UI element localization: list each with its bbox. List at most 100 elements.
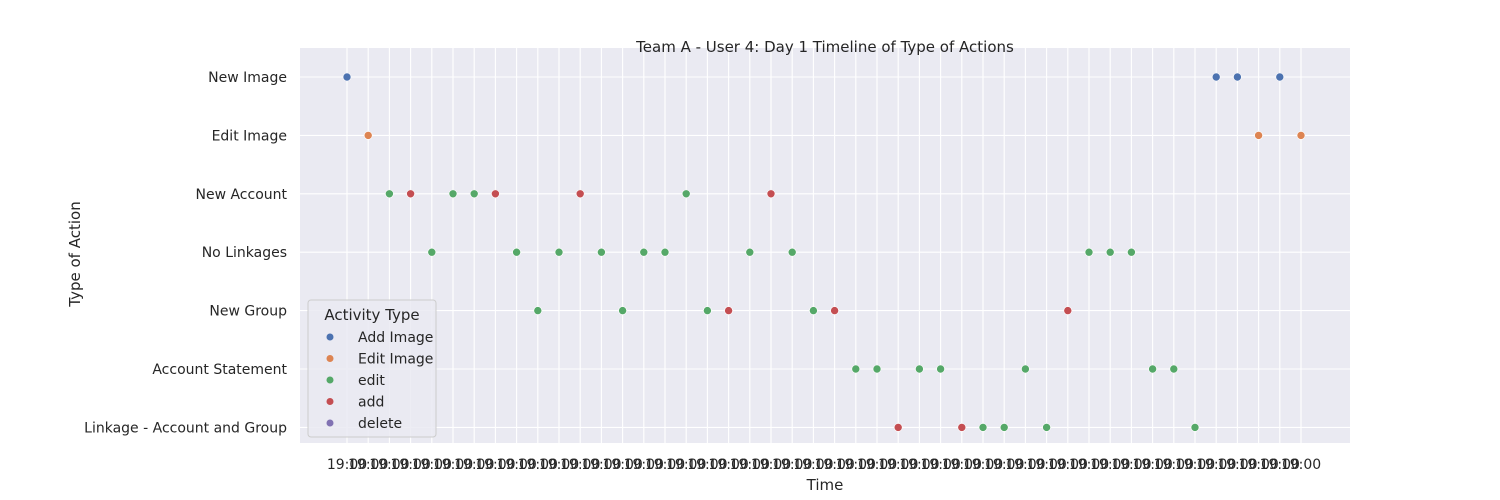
x-tick-label: 19:00 (454, 457, 494, 473)
data-point (872, 364, 882, 374)
x-tick-label: 19:00 (1175, 457, 1215, 473)
data-point (660, 247, 670, 257)
x-tick-label: 19:00 (624, 457, 664, 473)
x-tick-label: 19:00 (602, 457, 642, 473)
x-tick-label: 19:00 (1238, 457, 1278, 473)
data-point (1211, 72, 1221, 82)
y-tick-label: Edit Image (212, 128, 287, 144)
x-tick-label: 19:00 (475, 457, 515, 473)
legend-marker (326, 333, 334, 341)
y-tick-labels: New Image Edit Image New Account No Linkage… (84, 70, 287, 436)
y-axis-label: Type of Action (66, 201, 84, 307)
x-tick-label: 19:00 (1196, 457, 1236, 473)
x-tick-label: 19:00 (772, 457, 812, 473)
data-point (385, 189, 394, 199)
data-point (1084, 247, 1094, 257)
x-tick-label: 19:00 (920, 457, 960, 473)
data-point (893, 423, 903, 432)
x-tick-label: 19:00 (1005, 457, 1045, 473)
x-tick-label: 19:00 (1217, 457, 1257, 473)
data-point (427, 247, 437, 257)
data-point (978, 423, 988, 432)
data-point (491, 189, 500, 199)
data-point (1063, 306, 1073, 315)
data-point (1275, 72, 1285, 82)
legend-box (307, 299, 437, 438)
x-tick-label: 19:00 (793, 457, 833, 473)
data-point (915, 364, 924, 374)
data-point (363, 131, 373, 140)
x-tick-label: 19:00 (560, 457, 600, 473)
data-point (957, 423, 967, 432)
x-tick-label: 19:00 (518, 457, 558, 473)
legend-marker (326, 398, 334, 405)
data-point (851, 364, 861, 374)
legend-marker (326, 419, 334, 427)
x-tick-label: 19:00 (1260, 457, 1300, 473)
data-point (787, 247, 797, 257)
data-point (1105, 247, 1115, 257)
x-tick-label: 19:00 (581, 457, 621, 473)
data-point (766, 189, 776, 199)
y-tick-label: New Group (209, 304, 287, 320)
data-point (342, 72, 352, 82)
x-tick-label: 19:00 (1154, 457, 1194, 473)
plot-background (300, 48, 1350, 443)
y-tick-label: Account Statement (152, 362, 287, 378)
x-tick-label: 19:00 (857, 457, 897, 473)
x-tick-label: 19:00 (730, 457, 770, 473)
x-tick-label: 19:00 (708, 457, 748, 473)
legend-entry: edit (358, 373, 385, 389)
data-point (639, 247, 649, 257)
x-tick-label: 19:00 (1090, 457, 1130, 473)
grid-lines (300, 48, 1350, 443)
x-tick-label: 19:00 (1281, 457, 1321, 473)
data-point (618, 306, 627, 315)
y-tick-label: Linkage - Account and Group (84, 420, 287, 436)
x-tick-labels: 19:0019:0019:0019:0019:0019:0019:0019:00… (327, 457, 1321, 473)
x-tick-label: 19:00 (899, 457, 939, 473)
x-tick-label: 19:00 (814, 457, 854, 473)
x-tick-label: 19:00 (433, 457, 473, 473)
data-point (936, 364, 945, 374)
legend-entry: Edit Image (358, 352, 433, 368)
legend-marker (326, 376, 334, 384)
legend-entry: Add Image (358, 330, 433, 346)
data-point (597, 247, 606, 257)
data-point (1233, 72, 1242, 82)
legend: Activity Type Add Image Edit Image edit add… (307, 299, 437, 438)
data-point (533, 306, 543, 315)
x-tick-label: 19:00 (942, 457, 982, 473)
data-point (1190, 423, 1200, 432)
x-tick-label: 19:00 (1069, 457, 1109, 473)
y-tick-label: No Linkages (202, 245, 287, 261)
data-point (469, 189, 479, 199)
data-point (406, 189, 415, 199)
data-point (724, 306, 733, 315)
x-tick-label: 19:00 (687, 457, 727, 473)
x-tick-label: 19:00 (348, 457, 388, 473)
data-point (681, 189, 691, 199)
x-tick-label: 19:00 (836, 457, 876, 473)
x-tick-label: 19:00 (327, 457, 367, 473)
data-point (830, 306, 839, 315)
x-tick-label: 19:00 (1048, 457, 1088, 473)
x-tick-label: 19:00 (1111, 457, 1151, 473)
data-point (1127, 247, 1136, 257)
x-tick-label: 19:00 (539, 457, 579, 473)
x-tick-label: 19:00 (496, 457, 536, 473)
data-point (448, 189, 458, 199)
x-tick-label: 19:00 (984, 457, 1024, 473)
x-tick-label: 19:00 (1132, 457, 1172, 473)
data-point (554, 247, 564, 257)
data-point (512, 247, 521, 257)
x-axis-label: Time (806, 476, 844, 494)
data-point (1296, 131, 1306, 140)
x-tick-label: 19:00 (390, 457, 430, 473)
chart-title: Team A - User 4: Day 1 Timeline of Type … (635, 38, 1014, 56)
x-tick-label: 19:00 (751, 457, 791, 473)
data-point (1021, 364, 1030, 374)
data-point (1254, 131, 1263, 140)
x-tick-label: 19:00 (1026, 457, 1066, 473)
